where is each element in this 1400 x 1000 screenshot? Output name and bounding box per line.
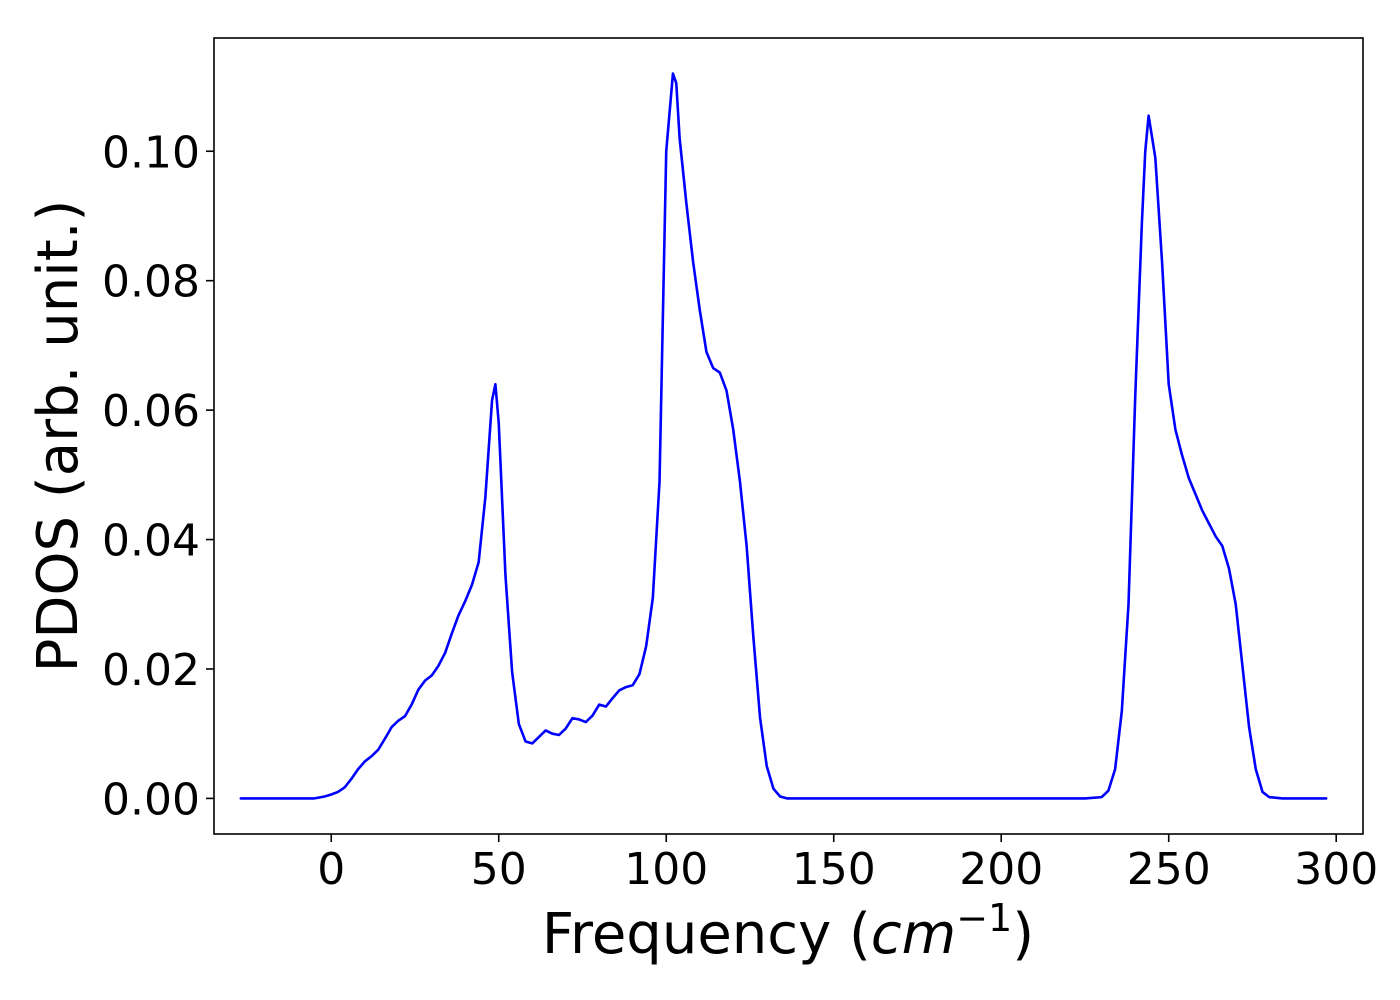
plot-area-frame [213, 37, 1364, 835]
x-tick-label: 200 [959, 844, 1043, 895]
x-tick-label: 300 [1294, 844, 1378, 895]
x-tick-label: 50 [471, 844, 527, 895]
y-tick-label: 0.02 [102, 645, 200, 696]
x-tick-label: 250 [1127, 844, 1211, 895]
y-tick-label: 0.10 [102, 127, 200, 178]
y-tick-label: 0.08 [102, 257, 200, 308]
series-layer [239, 72, 1328, 800]
x-axis-title-prefix: Frequency ( [542, 902, 871, 967]
x-axis-title-exponent: −1 [956, 896, 1012, 940]
y-tick-label: 0.04 [102, 516, 200, 567]
x-tick-label: 150 [792, 844, 876, 895]
x-axis-title-suffix: ) [1012, 902, 1034, 967]
x-tick-label: 0 [317, 844, 345, 895]
x-axis-title: Frequency (cm−1) [542, 896, 1034, 967]
y-tick-label: 0.00 [102, 774, 200, 825]
y-axis-ticks: 0.00 0.02 0.04 0.06 0.08 0.10 [102, 127, 214, 825]
x-axis-ticks: 0 50 100 150 200 250 300 [317, 834, 1378, 895]
x-axis-title-unit: cm [871, 902, 956, 967]
y-axis-title: PDOS (arb. unit.) [26, 200, 91, 673]
y-tick-label: 0.06 [102, 386, 200, 437]
pdos-series-line [239, 72, 1328, 800]
x-tick-label: 100 [624, 844, 708, 895]
